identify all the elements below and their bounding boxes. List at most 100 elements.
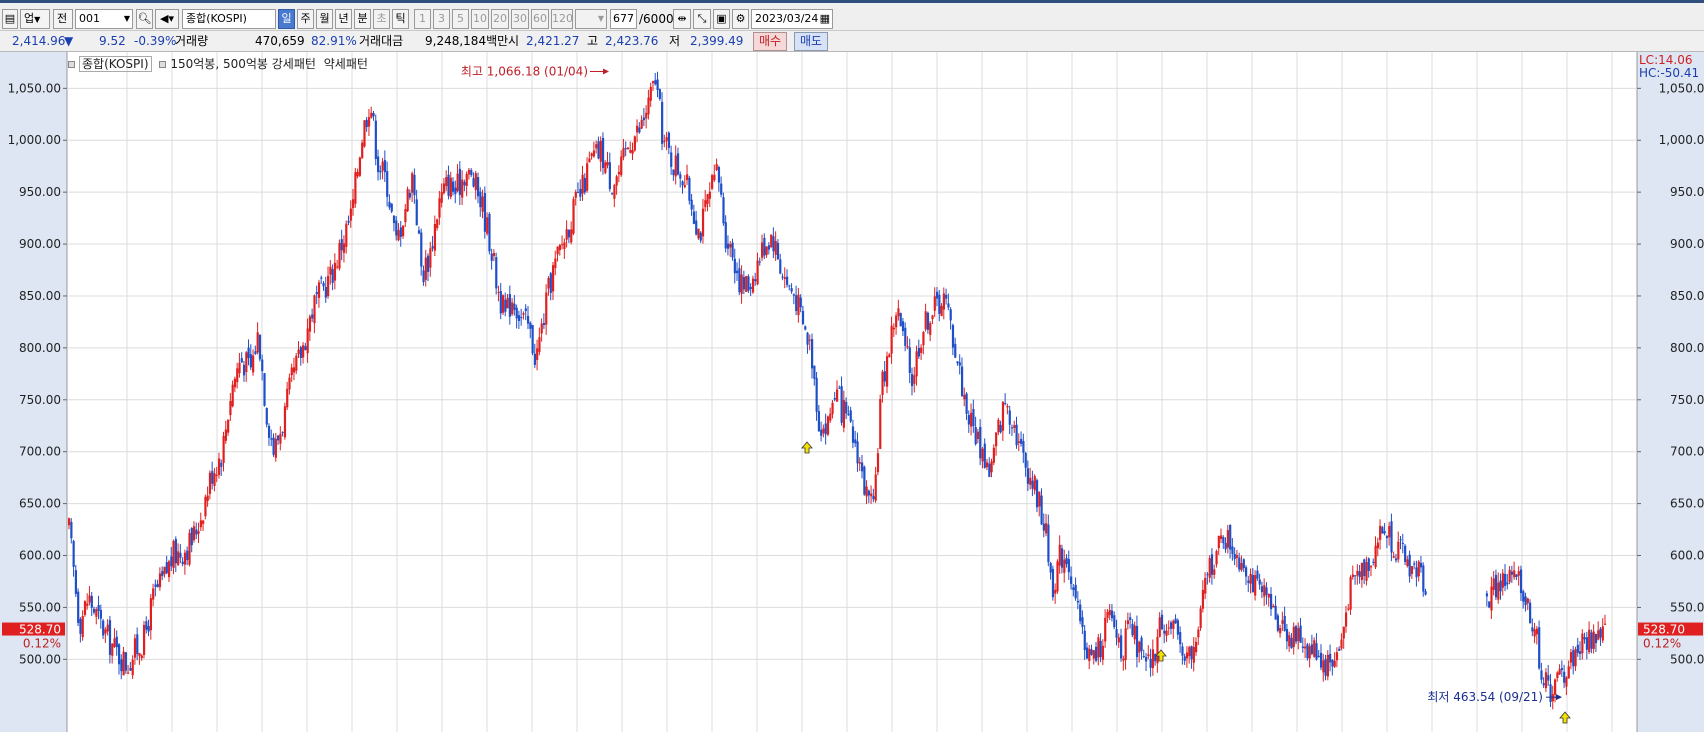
candle-body — [1122, 658, 1125, 661]
candle-body — [470, 169, 473, 176]
candle-body — [131, 659, 134, 676]
candle-body — [892, 327, 896, 330]
y-tick-label-left: 500.00 — [19, 652, 61, 666]
calendar-icon[interactable]: ▦ — [819, 12, 830, 25]
candle-body — [72, 541, 75, 567]
candle-body — [949, 309, 952, 321]
period-day[interactable]: 일 — [278, 9, 295, 29]
candle-body — [1238, 557, 1241, 570]
period-second[interactable]: 초 — [373, 9, 390, 29]
candle-body — [1406, 559, 1409, 567]
candle-body — [654, 80, 657, 85]
candle-body — [1301, 646, 1304, 648]
candle-body — [292, 367, 296, 373]
interval-60[interactable]: 60 — [531, 9, 549, 29]
candle-body — [422, 270, 425, 283]
type-select[interactable]: 전 — [53, 9, 73, 29]
high-annotation: 최고 1,066.18 (01/04) — [461, 65, 588, 79]
candle-body — [1560, 668, 1564, 671]
candle-body — [817, 411, 821, 432]
candle-body — [642, 117, 646, 121]
candle-body — [617, 171, 621, 175]
candle-body — [542, 323, 546, 325]
crosshair-icon[interactable]: ⤡ — [693, 9, 711, 29]
candle-body — [442, 183, 446, 194]
candle-body — [1490, 586, 1493, 611]
candle-body — [424, 257, 427, 280]
candle-body — [167, 561, 171, 578]
mode-select[interactable]: 업▼ — [20, 9, 50, 29]
candle-body — [899, 313, 902, 327]
interval-custom-select[interactable]: ▼ — [575, 9, 607, 29]
candle-body — [1204, 578, 1207, 594]
candle-body — [520, 317, 523, 319]
candle-body — [592, 150, 596, 157]
candle-body — [181, 561, 184, 565]
candle-body — [674, 155, 677, 177]
candle-body — [388, 201, 391, 208]
interval-10[interactable]: 10 — [471, 9, 489, 29]
chart-settings-icon[interactable]: ▤ — [2, 9, 18, 29]
candle-body — [688, 177, 691, 201]
candle-body — [1285, 629, 1289, 642]
candle-body — [929, 323, 932, 335]
save-icon[interactable]: ▣ — [713, 9, 730, 29]
candle-body — [231, 384, 234, 407]
name-field[interactable]: 종합(KOSPI) — [182, 9, 276, 29]
candle-body — [199, 520, 202, 528]
candle-body — [152, 588, 155, 600]
y-tick-label-right: 650.00 — [1670, 497, 1704, 511]
interval-3[interactable]: 3 — [433, 9, 450, 29]
gear-icon[interactable]: ⚙ — [732, 9, 749, 29]
candle-body — [624, 148, 627, 150]
buy-button[interactable]: 매수 — [753, 32, 788, 51]
period-week[interactable]: 주 — [297, 9, 314, 29]
candle-body — [1120, 635, 1123, 659]
candle-body — [988, 463, 991, 477]
interval-30[interactable]: 30 — [511, 9, 529, 29]
candle-body — [670, 152, 673, 167]
candle-body — [1410, 566, 1414, 574]
candle-body — [1154, 654, 1157, 662]
interval-120[interactable]: 120 — [551, 9, 573, 29]
candle-body — [615, 176, 618, 186]
period-year[interactable]: 년 — [335, 9, 352, 29]
y-tick-label-left: 550.00 — [19, 600, 61, 614]
candle-body — [720, 183, 723, 195]
candle-body — [1192, 647, 1195, 663]
candle-body — [1408, 554, 1411, 577]
interval-5[interactable]: 5 — [452, 9, 469, 29]
candle-body — [349, 208, 352, 221]
interval-1[interactable]: 1 — [414, 9, 431, 29]
candle-body — [992, 447, 995, 463]
candle-body — [1379, 525, 1382, 540]
candle-body — [1283, 615, 1286, 631]
candle-body — [1299, 625, 1302, 643]
search-icon[interactable]: 🔍︎ — [136, 9, 153, 29]
candle-body — [1235, 555, 1239, 558]
candle-body — [1231, 546, 1234, 555]
count-input[interactable]: 677 — [610, 9, 637, 29]
candle-body — [1308, 646, 1311, 659]
candlestick-chart[interactable]: 500.00 500.00 550.00 550.00 600.00 600.00 650.… — [0, 52, 1704, 732]
sell-button[interactable]: 매도 — [794, 32, 829, 51]
interval-20[interactable]: 20 — [491, 9, 509, 29]
candle-body — [1579, 651, 1582, 654]
candle-body — [413, 174, 416, 196]
candle-body — [1145, 656, 1148, 662]
chart-area[interactable]: 500.00 500.00 550.00 550.00 600.00 600.00 650.… — [0, 52, 1704, 732]
candle-body — [926, 312, 930, 330]
candle-body — [467, 169, 471, 175]
period-month[interactable]: 월 — [316, 9, 333, 29]
candle-body — [270, 438, 273, 440]
code-input[interactable]: 001 ▼ — [75, 9, 133, 29]
sound-icon[interactable]: ◀▾ — [155, 9, 179, 29]
candle-body — [799, 297, 802, 308]
period-tick[interactable]: 틱 — [392, 9, 409, 29]
zoom-icon[interactable]: ⇹ — [673, 9, 691, 29]
period-minute[interactable]: 분 — [354, 9, 371, 29]
date-input[interactable]: 2023/03/24 ▦ — [751, 9, 833, 29]
candle-body — [885, 356, 889, 387]
count-total: /6000 — [639, 12, 674, 26]
candle-body — [236, 368, 239, 383]
